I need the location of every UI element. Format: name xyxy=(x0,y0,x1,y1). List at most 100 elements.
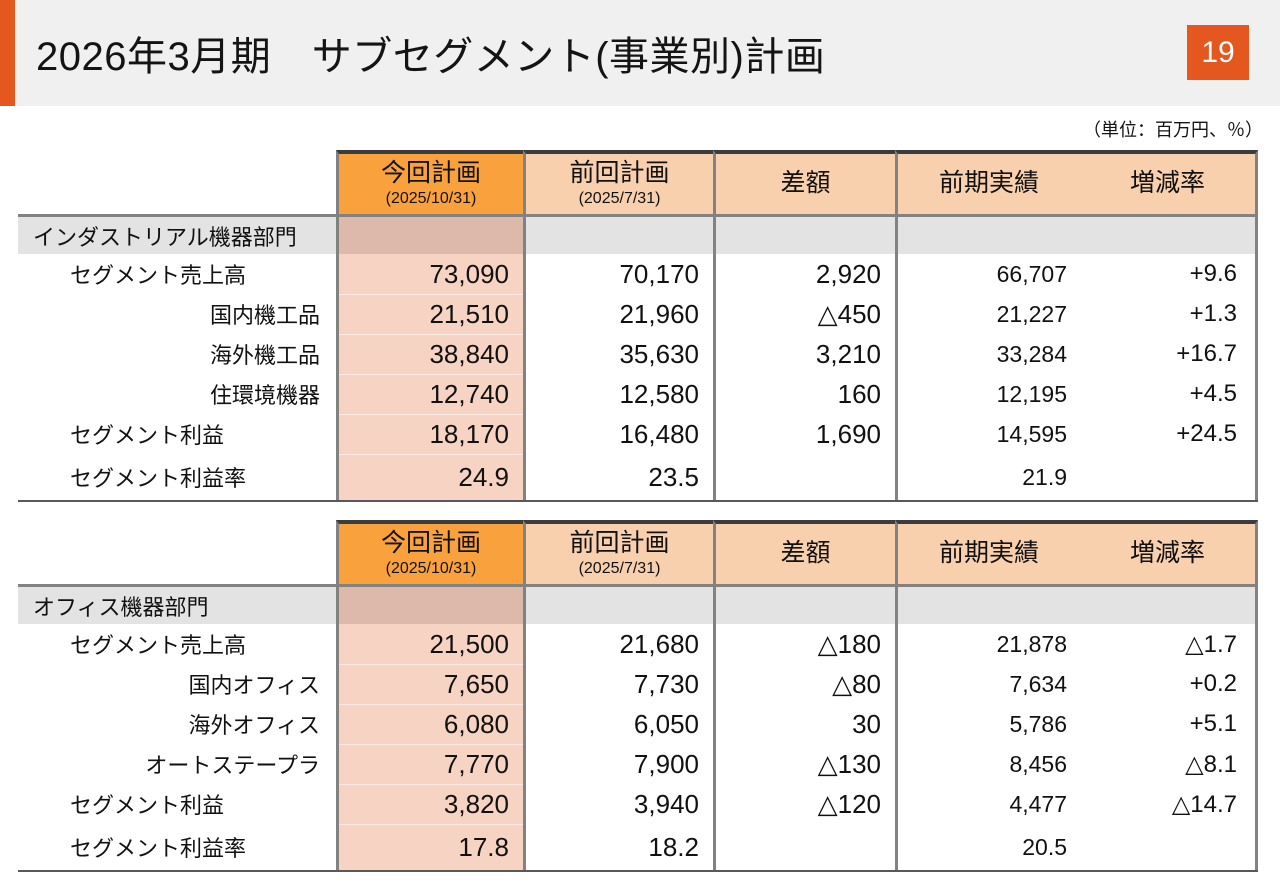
table-row: セグメント売上高 73,090 70,170 2,920 66,707 +9.6 xyxy=(18,254,1258,294)
value-cell: 21,680 xyxy=(523,624,713,664)
value-cell: 14,595 xyxy=(895,414,1080,454)
section-empty-cell xyxy=(336,214,523,254)
value-cell: 17.8 xyxy=(336,824,523,870)
value-cell: +16.7 xyxy=(1080,334,1258,374)
column-header-label: 前期実績 xyxy=(938,169,1039,198)
table-header-row: 今回計画 (2025/10/31) 前回計画 (2025/7/31) 差額 前期実績 増減率 xyxy=(18,150,1258,214)
section-title: インダストリアル機器部門 xyxy=(18,214,336,254)
value-cell: △130 xyxy=(713,744,895,784)
value-cell: 2,920 xyxy=(713,254,895,294)
table-row: セグメント利益 3,820 3,940 △120 4,477 △14.7 xyxy=(18,784,1258,824)
page-number-badge: 19 xyxy=(1187,25,1249,80)
row-label: 住環境機器 xyxy=(209,383,320,408)
value-cell: 66,707 xyxy=(895,254,1080,294)
column-header-difference: 差額 xyxy=(713,520,895,584)
row-label: 海外機工品 xyxy=(209,343,320,368)
accent-bar xyxy=(0,0,15,106)
value-cell: 30 xyxy=(713,704,895,744)
value-cell: 3,820 xyxy=(336,784,523,824)
value-cell: 12,580 xyxy=(523,374,713,414)
office-segment-table: 今回計画 (2025/10/31) 前回計画 (2025/7/31) 差額 前期実績 増減率… xyxy=(18,520,1258,872)
row-label: セグメント売上高 xyxy=(70,263,247,288)
value-cell: 35,630 xyxy=(523,334,713,374)
row-label: オートステープラ xyxy=(145,753,320,778)
value-cell: 6,050 xyxy=(523,704,713,744)
title-bar: 2026年3月期 サブセグメント(事業別)計画 19 xyxy=(0,0,1280,106)
value-cell: 3,940 xyxy=(523,784,713,824)
row-label: セグメント利益率 xyxy=(70,836,247,861)
value-cell: 21,500 xyxy=(336,624,523,664)
value-cell: 5,786 xyxy=(895,704,1080,744)
page-title: 2026年3月期 サブセグメント(事業別)計画 xyxy=(36,35,826,79)
column-header-label: 差額 xyxy=(780,539,831,568)
column-header-current-plan: 今回計画 (2025/10/31) xyxy=(336,520,523,584)
value-cell: △14.7 xyxy=(1080,784,1258,824)
value-cell: 7,730 xyxy=(523,664,713,704)
column-header-current-plan: 今回計画 (2025/10/31) xyxy=(336,150,523,214)
value-cell: 1,690 xyxy=(713,414,895,454)
value-cell: 8,456 xyxy=(895,744,1080,784)
value-cell: 12,195 xyxy=(895,374,1080,414)
value-cell: △180 xyxy=(713,624,895,664)
header-empty-cell xyxy=(18,150,336,214)
value-cell: +9.6 xyxy=(1080,254,1258,294)
value-cell: 21,960 xyxy=(523,294,713,334)
value-cell: +24.5 xyxy=(1080,414,1258,454)
column-header-previous-plan: 前回計画 (2025/7/31) xyxy=(523,150,713,214)
row-label: セグメント利益 xyxy=(70,793,225,818)
value-cell: +4.5 xyxy=(1080,374,1258,414)
table-row: セグメント利益率 17.8 18.2 20.5 xyxy=(18,824,1258,870)
column-header-date: (2025/10/31) xyxy=(385,189,477,207)
row-label: セグメント利益 xyxy=(70,423,225,448)
section-row: インダストリアル機器部門 xyxy=(18,214,1258,254)
value-cell: △1.7 xyxy=(1080,624,1258,664)
table-row: 海外機工品 38,840 35,630 3,210 33,284 +16.7 xyxy=(18,334,1258,374)
section-title: オフィス機器部門 xyxy=(18,584,336,624)
value-cell xyxy=(713,454,895,500)
value-cell: +1.3 xyxy=(1080,294,1258,334)
section-row: オフィス機器部門 xyxy=(18,584,1258,624)
value-cell: 4,477 xyxy=(895,784,1080,824)
column-header-change-rate: 増減率 xyxy=(1080,520,1258,584)
value-cell: △120 xyxy=(713,784,895,824)
row-label: 国内オフィス xyxy=(188,673,320,698)
column-header-change-rate: 増減率 xyxy=(1080,150,1258,214)
value-cell: △80 xyxy=(713,664,895,704)
section-empty-cell xyxy=(895,584,1080,624)
value-cell: 21,510 xyxy=(336,294,523,334)
row-label: 国内機工品 xyxy=(209,303,320,328)
column-header-previous-plan: 前回計画 (2025/7/31) xyxy=(523,520,713,584)
value-cell: △8.1 xyxy=(1080,744,1258,784)
column-header-label: 今回計画 xyxy=(380,529,481,558)
value-cell: 160 xyxy=(713,374,895,414)
table-row: オートステープラ 7,770 7,900 △130 8,456 △8.1 xyxy=(18,744,1258,784)
column-header-label: 今回計画 xyxy=(380,159,481,188)
row-label: セグメント利益率 xyxy=(70,466,247,491)
table-row: 国内機工品 21,510 21,960 △450 21,227 +1.3 xyxy=(18,294,1258,334)
section-empty-cell xyxy=(523,214,713,254)
column-header-date: (2025/10/31) xyxy=(385,559,477,577)
column-header-prior-year-actual: 前期実績 xyxy=(895,150,1080,214)
tables-area: 今回計画 (2025/10/31) 前回計画 (2025/7/31) 差額 前期実績 増減率… xyxy=(18,150,1258,872)
header-empty-cell xyxy=(18,520,336,584)
row-label: 海外オフィス xyxy=(188,713,320,738)
value-cell: 3,210 xyxy=(713,334,895,374)
value-cell xyxy=(713,824,895,870)
table-header-row: 今回計画 (2025/10/31) 前回計画 (2025/7/31) 差額 前期実績 増減率 xyxy=(18,520,1258,584)
column-header-label: 前回計画 xyxy=(569,159,670,188)
section-empty-cell xyxy=(523,584,713,624)
value-cell: 24.9 xyxy=(336,454,523,500)
table-row: セグメント利益率 24.9 23.5 21.9 xyxy=(18,454,1258,500)
table-row: 海外オフィス 6,080 6,050 30 5,786 +5.1 xyxy=(18,704,1258,744)
value-cell: 21,878 xyxy=(895,624,1080,664)
column-header-label: 前回計画 xyxy=(569,529,670,558)
value-cell: 7,650 xyxy=(336,664,523,704)
value-cell: +0.2 xyxy=(1080,664,1258,704)
column-header-date: (2025/7/31) xyxy=(578,559,661,577)
column-header-difference: 差額 xyxy=(713,150,895,214)
value-cell: 33,284 xyxy=(895,334,1080,374)
value-cell: 21,227 xyxy=(895,294,1080,334)
column-header-label: 差額 xyxy=(780,169,831,198)
section-empty-cell xyxy=(336,584,523,624)
table-row: セグメント利益 18,170 16,480 1,690 14,595 +24.5 xyxy=(18,414,1258,454)
